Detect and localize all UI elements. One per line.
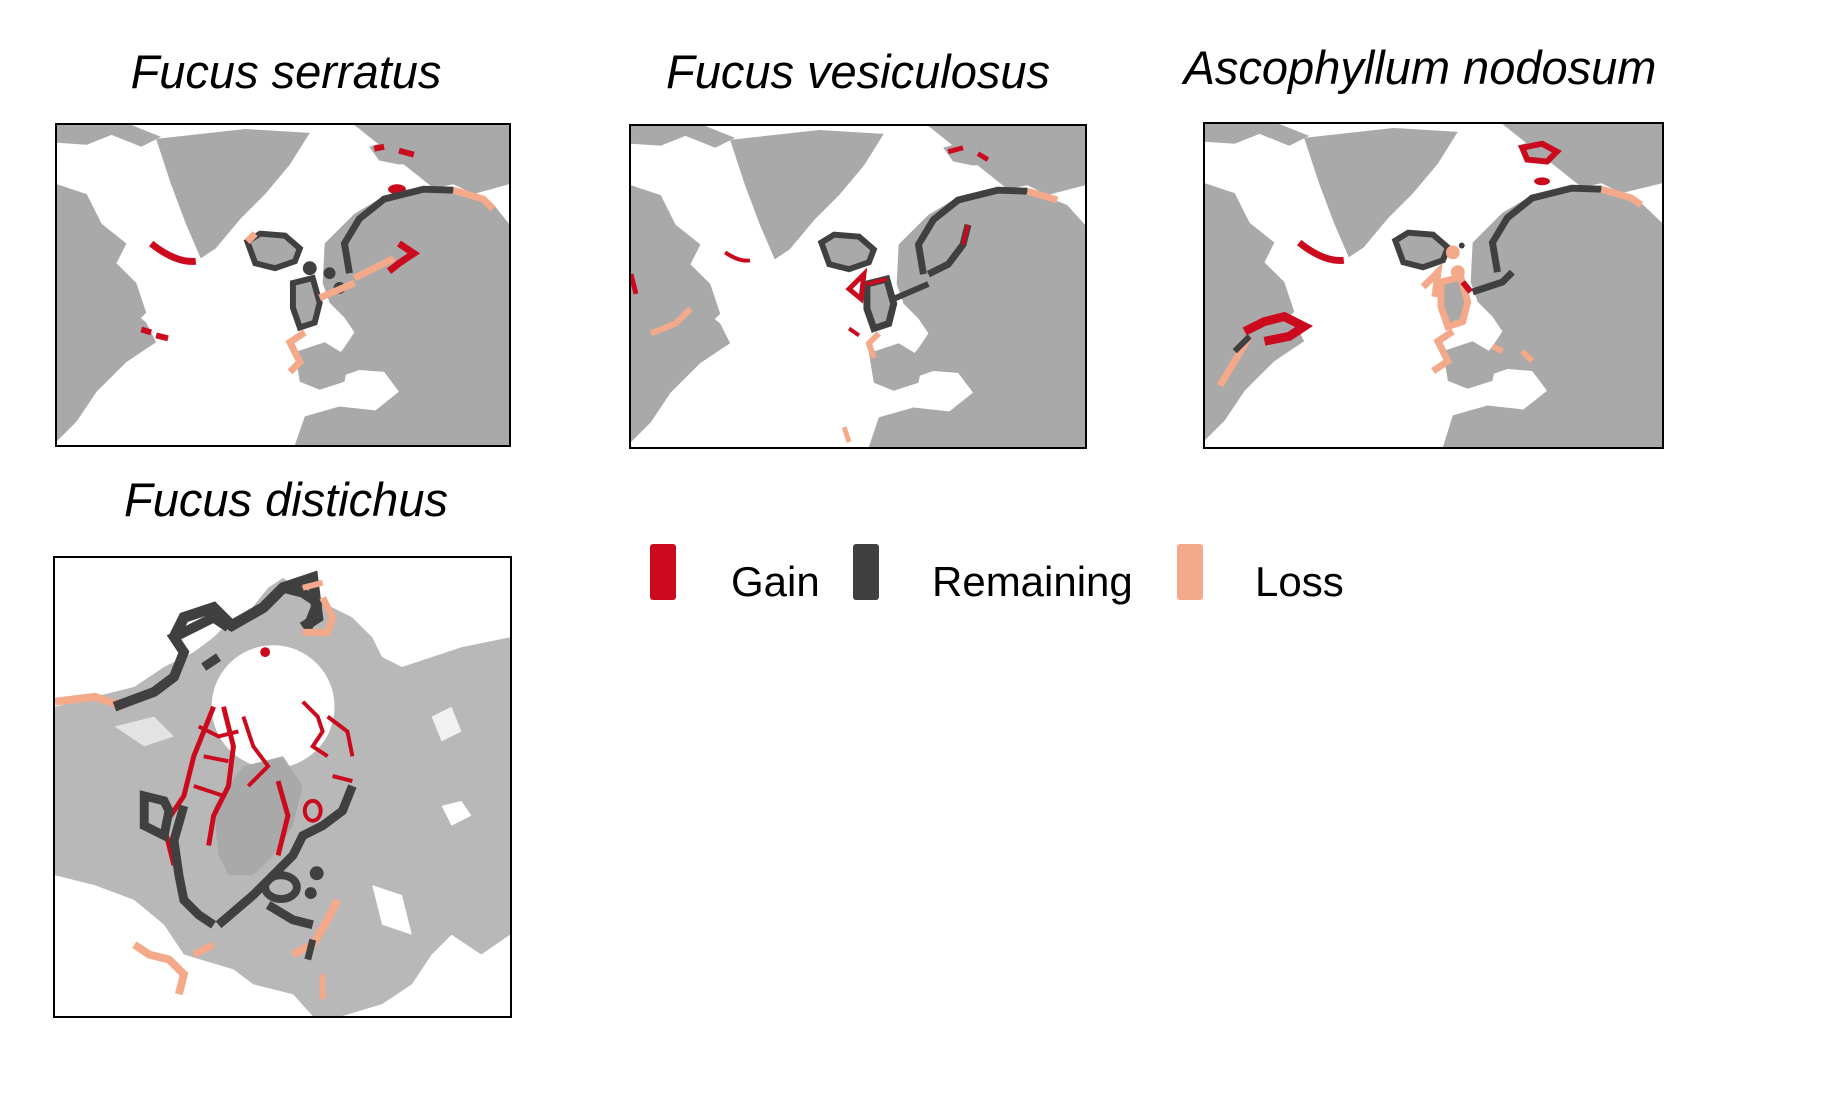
legend-label-remaining: Remaining: [932, 558, 1133, 605]
legend-swatch-gain: [650, 544, 676, 600]
legend-swatch-remaining: [853, 544, 879, 600]
map-fucus-distichus: [53, 556, 512, 1018]
map-ascophyllum-nodosum-svg: [1205, 124, 1662, 447]
range-change-layer: [1216, 140, 1644, 388]
ocean-features: [55, 645, 472, 1016]
land-layer: [1205, 124, 1662, 447]
map-fucus-vesiculosus-svg: [631, 126, 1085, 447]
land-layer: [57, 125, 509, 445]
map-fucus-vesiculosus: [629, 124, 1087, 449]
panel-title-fucus-serratus: Fucus serratus: [130, 45, 442, 98]
map-fucus-distichus-svg: [55, 570, 510, 1016]
range-change-layer: [631, 145, 1059, 443]
map-fucus-serratus: [55, 123, 511, 447]
panel-title-fucus-vesiculosus: Fucus vesiculosus: [666, 45, 1050, 98]
range-change-layer: [140, 143, 496, 375]
map-ascophyllum-nodosum: [1203, 122, 1664, 449]
map-fucus-serratus-svg: [57, 125, 509, 445]
legend-label-gain: Gain: [731, 558, 820, 605]
legend-swatch-loss: [1177, 544, 1203, 600]
panel-title-ascophyllum-nodosum: Ascophyllum nodosum: [1183, 41, 1657, 94]
legend-label-loss: Loss: [1255, 558, 1344, 605]
range-change-layer: [55, 570, 357, 1000]
panel-title-fucus-distichus: Fucus distichus: [124, 473, 448, 526]
land-layer: [631, 126, 1085, 447]
